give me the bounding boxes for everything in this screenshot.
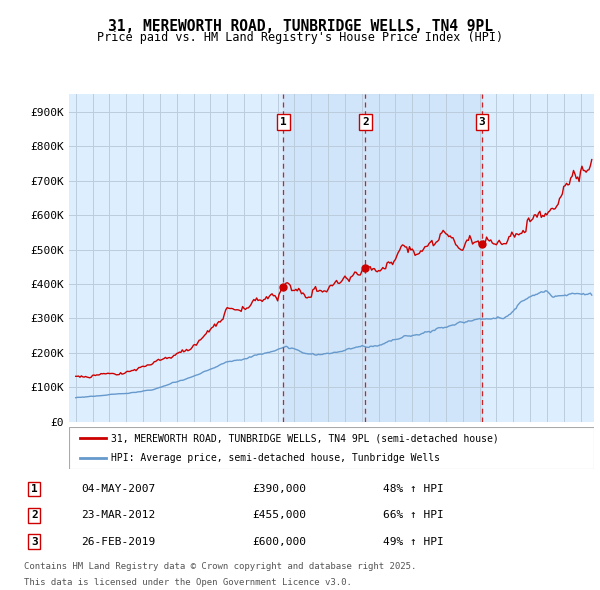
Text: HPI: Average price, semi-detached house, Tunbridge Wells: HPI: Average price, semi-detached house,…: [111, 454, 440, 463]
Text: This data is licensed under the Open Government Licence v3.0.: This data is licensed under the Open Gov…: [24, 578, 352, 586]
Text: 23-MAR-2012: 23-MAR-2012: [81, 510, 155, 520]
Text: £600,000: £600,000: [252, 537, 306, 547]
Text: 3: 3: [479, 117, 485, 127]
Bar: [283, 94, 482, 422]
Text: 48% ↑ HPI: 48% ↑ HPI: [383, 484, 444, 494]
Text: £390,000: £390,000: [252, 484, 306, 494]
Text: 31, MEREWORTH ROAD, TUNBRIDGE WELLS, TN4 9PL (semi-detached house): 31, MEREWORTH ROAD, TUNBRIDGE WELLS, TN4…: [111, 434, 499, 444]
Text: 31, MEREWORTH ROAD, TUNBRIDGE WELLS, TN4 9PL: 31, MEREWORTH ROAD, TUNBRIDGE WELLS, TN4…: [107, 19, 493, 34]
Text: 1: 1: [280, 117, 287, 127]
Text: 49% ↑ HPI: 49% ↑ HPI: [383, 537, 444, 547]
Text: 04-MAY-2007: 04-MAY-2007: [81, 484, 155, 494]
Text: 66% ↑ HPI: 66% ↑ HPI: [383, 510, 444, 520]
FancyBboxPatch shape: [69, 427, 594, 469]
Text: £455,000: £455,000: [252, 510, 306, 520]
Text: Contains HM Land Registry data © Crown copyright and database right 2025.: Contains HM Land Registry data © Crown c…: [24, 562, 416, 571]
Text: 3: 3: [31, 537, 38, 547]
Text: 26-FEB-2019: 26-FEB-2019: [81, 537, 155, 547]
Text: 1: 1: [31, 484, 38, 494]
Text: 2: 2: [31, 510, 38, 520]
Text: Price paid vs. HM Land Registry's House Price Index (HPI): Price paid vs. HM Land Registry's House …: [97, 31, 503, 44]
Text: 2: 2: [362, 117, 369, 127]
